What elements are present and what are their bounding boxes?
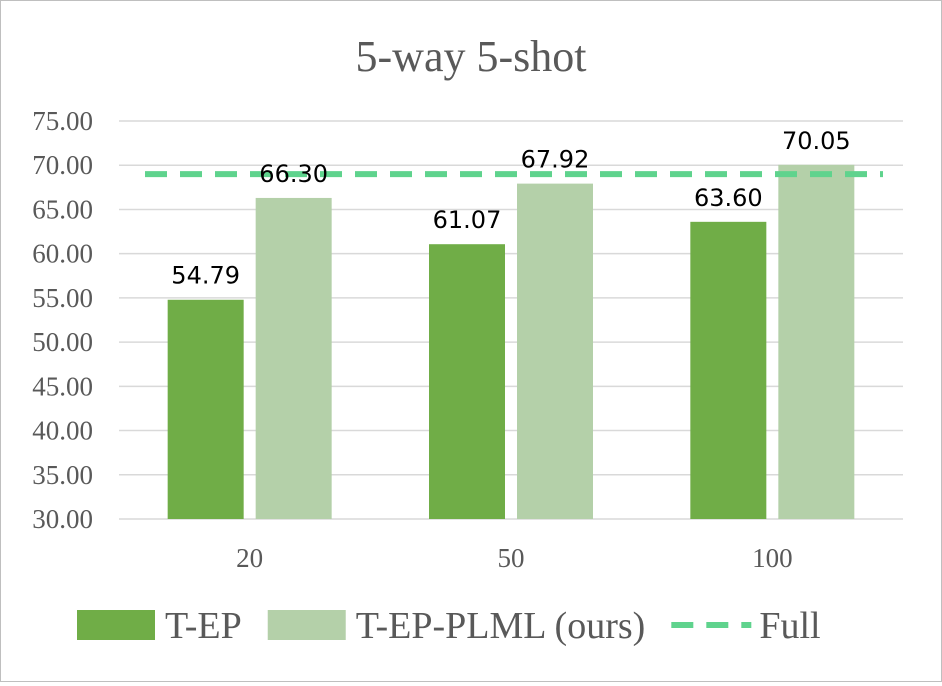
legend-label: Full [759,605,820,647]
x-axis-categories: 20 50 100 [236,543,792,573]
x-category-label: 50 [498,543,525,573]
bars [167,164,855,520]
y-axis-ticks: 30.00 35.00 40.00 45.00 50.00 55.00 60.00 65.00… [32,106,93,534]
data-label: 66.30 [259,160,328,188]
x-category-label: 20 [236,543,263,573]
y-tick-label: 30.00 [32,504,93,534]
bar-t-ep-100 [690,221,767,519]
chart-title: 5-way 5-shot [356,32,587,81]
y-tick-label: 50.00 [32,327,93,357]
bar-t-ep-plml-100 [778,164,855,519]
legend-label: T-EP [165,605,242,647]
y-tick-label: 65.00 [32,194,93,224]
y-tick-label: 55.00 [32,283,93,313]
y-tick-label: 60.00 [32,239,93,269]
bar-t-ep-50 [429,244,505,519]
bar-t-ep-plml-50 [517,183,593,520]
gridlines [119,120,903,520]
y-tick-label: 40.00 [32,416,93,446]
y-tick-label: 70.00 [32,150,93,180]
bar-t-ep-plml-20 [255,197,332,520]
data-label: 67.92 [521,146,590,174]
data-label: 63.60 [694,184,763,212]
data-label: 70.05 [782,127,851,155]
legend-swatch [77,610,155,640]
y-tick-label: 45.00 [32,371,93,401]
bar-t-ep-20 [167,299,244,519]
data-label: 61.07 [433,206,502,234]
x-category-label: 100 [752,543,793,573]
y-tick-label: 35.00 [32,460,93,490]
y-tick-label: 75.00 [32,106,93,136]
legend: T-EP T-EP-PLML (ours) Full [77,605,821,647]
legend-label: T-EP-PLML (ours) [356,605,646,647]
data-label: 54.79 [171,262,240,290]
legend-swatch [267,610,346,640]
data-labels: 54.79 66.30 61.07 67.92 63.60 70.05 [171,127,850,290]
